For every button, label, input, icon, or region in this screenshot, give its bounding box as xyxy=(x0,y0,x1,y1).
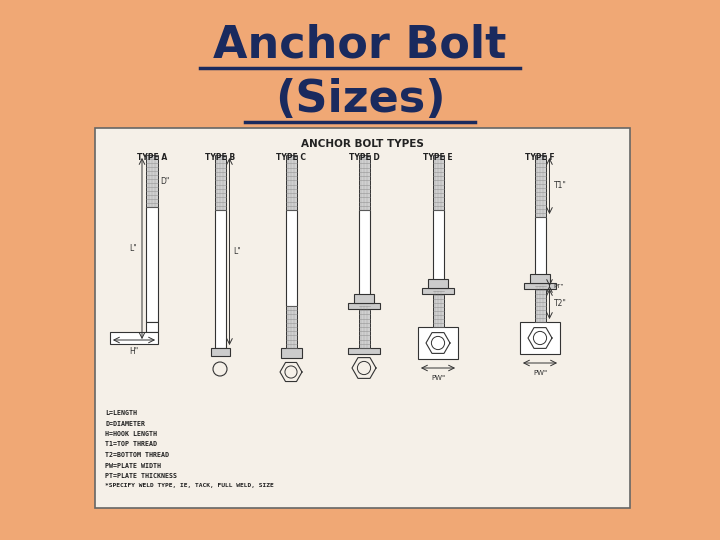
Text: T2=BOTTOM THREAD: T2=BOTTOM THREAD xyxy=(105,452,169,458)
Text: PT=PLATE THICKNESS: PT=PLATE THICKNESS xyxy=(105,473,177,479)
Bar xyxy=(146,322,158,332)
Text: TYPE E: TYPE E xyxy=(423,153,453,163)
Text: D": D" xyxy=(160,177,169,186)
Bar xyxy=(530,274,550,283)
Text: PT": PT" xyxy=(554,284,564,288)
Text: TYPE F: TYPE F xyxy=(525,153,555,163)
Bar xyxy=(359,210,369,306)
Text: TYPE B: TYPE B xyxy=(205,153,235,163)
Bar xyxy=(348,348,380,354)
Text: Anchor Bolt: Anchor Bolt xyxy=(213,24,507,66)
Bar xyxy=(359,155,369,210)
Bar xyxy=(286,155,297,210)
Text: TYPE C: TYPE C xyxy=(276,153,306,163)
Bar xyxy=(215,210,225,348)
Text: T1": T1" xyxy=(554,181,567,191)
Text: TYPE D: TYPE D xyxy=(348,153,379,163)
Text: PW": PW" xyxy=(533,370,547,376)
Bar xyxy=(286,306,297,348)
Bar xyxy=(354,294,374,303)
Text: PW": PW" xyxy=(431,375,445,381)
Text: L=LENGTH: L=LENGTH xyxy=(105,410,137,416)
Text: T1=TOP THREAD: T1=TOP THREAD xyxy=(105,442,157,448)
Text: H": H" xyxy=(130,347,139,356)
Bar xyxy=(110,332,158,344)
Text: PW=PLATE WIDTH: PW=PLATE WIDTH xyxy=(105,462,161,469)
Bar xyxy=(524,283,556,289)
Text: T2": T2" xyxy=(554,300,567,308)
Bar xyxy=(433,155,444,210)
Bar xyxy=(534,155,546,217)
Bar xyxy=(433,210,444,291)
Bar xyxy=(95,128,630,508)
Bar xyxy=(348,303,380,309)
Bar xyxy=(359,306,369,348)
Bar xyxy=(210,348,230,356)
Text: (Sizes): (Sizes) xyxy=(275,78,445,122)
Bar xyxy=(422,288,454,294)
Bar xyxy=(286,210,297,306)
Bar xyxy=(534,286,546,322)
Text: L": L" xyxy=(233,247,241,256)
Bar xyxy=(534,217,546,286)
Bar xyxy=(418,327,458,359)
Bar xyxy=(215,155,225,210)
Text: *SPECIFY WELD TYPE, IE, TACK, FULL WELD, SIZE: *SPECIFY WELD TYPE, IE, TACK, FULL WELD,… xyxy=(105,483,274,489)
Bar xyxy=(433,291,444,327)
Text: D=DIAMETER: D=DIAMETER xyxy=(105,421,145,427)
Text: H=HOOK LENGTH: H=HOOK LENGTH xyxy=(105,431,157,437)
Text: ANCHOR BOLT TYPES: ANCHOR BOLT TYPES xyxy=(301,139,424,149)
Bar xyxy=(146,155,158,207)
Text: L": L" xyxy=(130,244,137,253)
Bar xyxy=(428,279,448,288)
Bar xyxy=(281,348,302,358)
Text: TYPE A: TYPE A xyxy=(137,153,167,163)
Bar xyxy=(146,207,158,322)
Bar xyxy=(520,322,560,354)
